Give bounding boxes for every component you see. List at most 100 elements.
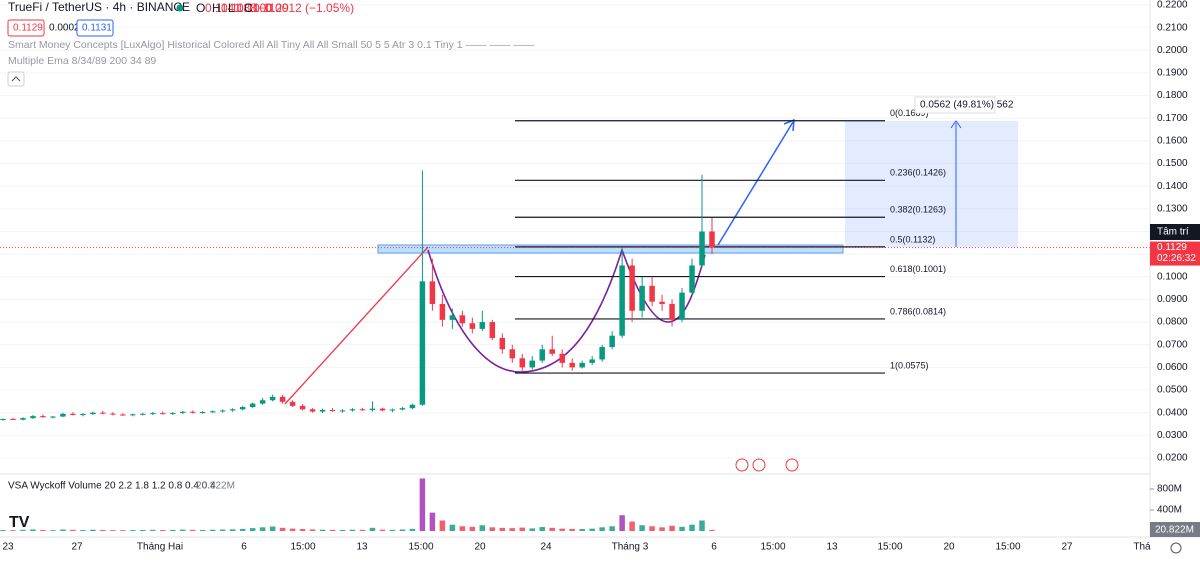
y-tick-label: 0.2200 bbox=[1157, 0, 1188, 11]
candle-body bbox=[659, 301, 665, 304]
volume-bar bbox=[279, 527, 286, 531]
volume-bar bbox=[539, 527, 545, 531]
candle-body bbox=[329, 409, 336, 411]
candle-body bbox=[539, 349, 545, 361]
candle-body bbox=[80, 414, 86, 416]
candle-body bbox=[519, 358, 526, 368]
volume-bar bbox=[309, 529, 316, 531]
volume-bar bbox=[100, 529, 106, 531]
x-tick-label: 15:00 bbox=[408, 542, 433, 553]
volume-bar bbox=[689, 524, 695, 531]
candle-body bbox=[389, 409, 396, 411]
fib-label: 1(0.0575) bbox=[890, 360, 929, 370]
ohlc-value: 0.1129 bbox=[253, 1, 289, 15]
candle-body bbox=[249, 403, 256, 408]
x-tick-label: 20 bbox=[474, 542, 486, 553]
volume-bar bbox=[649, 526, 655, 531]
measure-label: 0.0562 (49.81%) 562 bbox=[920, 100, 1014, 111]
sell-button[interactable] bbox=[7, 19, 45, 37]
x-tick-label: 15:00 bbox=[995, 542, 1020, 553]
candles: 0(0.1689) 0.236(0.1426) 0.382(0.1263) 0.5(0… bbox=[0, 108, 946, 531]
volume-bar bbox=[209, 529, 216, 531]
x-tick-label: 15:00 bbox=[290, 542, 315, 553]
candle-body bbox=[469, 323, 476, 329]
fib-label: 0.5(0.1132) bbox=[890, 234, 935, 244]
collapse-button[interactable] bbox=[7, 71, 25, 87]
volume-bar bbox=[40, 529, 46, 531]
buy-button[interactable] bbox=[76, 19, 114, 37]
candle-body bbox=[219, 410, 226, 412]
candle-body bbox=[170, 412, 176, 414]
settings-icon[interactable] bbox=[1170, 542, 1182, 554]
y-tick-label: 0.0300 bbox=[1157, 430, 1188, 441]
candle-body bbox=[150, 413, 156, 415]
candle-body bbox=[699, 231, 705, 266]
measure-label-box bbox=[914, 96, 996, 114]
volume-bar bbox=[709, 529, 715, 531]
event-icon[interactable] bbox=[785, 458, 799, 472]
candle-body bbox=[429, 281, 436, 304]
candle-body bbox=[120, 414, 126, 416]
price-badge bbox=[1150, 241, 1200, 266]
measure-arrowhead bbox=[950, 120, 962, 129]
volume-bar bbox=[619, 515, 625, 531]
volume-bar bbox=[679, 526, 685, 531]
candle-body bbox=[709, 231, 715, 248]
candle-body bbox=[259, 400, 266, 404]
volume-bar bbox=[269, 526, 276, 531]
candle-body bbox=[50, 416, 56, 418]
volume-bar bbox=[349, 529, 356, 531]
sell-price[interactable]: 0.1129 bbox=[13, 23, 43, 34]
buy-price[interactable]: 0.1131 bbox=[82, 23, 112, 34]
volume-bar bbox=[130, 530, 136, 531]
candle-body bbox=[639, 285, 645, 311]
x-tick-label: 6 bbox=[241, 542, 247, 553]
countdown: 02:26:32 bbox=[1157, 253, 1196, 264]
fib-label: 0.786(0.0814) bbox=[890, 306, 946, 316]
zone bbox=[377, 244, 844, 254]
fib-label: 0.236(0.1426) bbox=[890, 168, 946, 178]
logo: TV bbox=[9, 514, 30, 531]
y-tick-label: 0.1300 bbox=[1157, 203, 1188, 214]
y-tick-label: 0.0500 bbox=[1157, 385, 1188, 396]
candle-body bbox=[689, 265, 695, 293]
volume-bar bbox=[140, 529, 146, 531]
volume-bar bbox=[120, 530, 126, 531]
y-tick-label: 0.1900 bbox=[1157, 68, 1188, 79]
candle-body bbox=[10, 419, 16, 421]
candle-body bbox=[110, 413, 116, 415]
indicator-label: Multiple Ema 8/34/89 200 34 89 bbox=[8, 55, 156, 67]
candle-body bbox=[60, 413, 66, 417]
volume-bar bbox=[80, 530, 86, 531]
volume-bar bbox=[239, 528, 246, 531]
ohlc-value: 0.1188 bbox=[221, 1, 257, 15]
volume-bar bbox=[90, 529, 96, 531]
candle-body bbox=[599, 347, 605, 360]
event-icon[interactable] bbox=[752, 458, 766, 472]
y-tick-label: 0.2100 bbox=[1157, 22, 1188, 33]
candle-body bbox=[559, 353, 565, 363]
volume-bar bbox=[60, 529, 66, 531]
volume-bar bbox=[569, 528, 575, 531]
projection-arrow bbox=[717, 121, 794, 246]
y-tick-label: 0.0900 bbox=[1157, 294, 1188, 305]
candle-body bbox=[70, 413, 76, 415]
volume-bar bbox=[629, 521, 635, 531]
volume-bar bbox=[519, 527, 526, 531]
candle-body bbox=[409, 404, 416, 409]
volume-bar bbox=[419, 478, 426, 531]
y-tick-label: 0.0800 bbox=[1157, 317, 1188, 328]
volume-bar bbox=[499, 527, 506, 531]
volume-tick-label: 400M bbox=[1157, 505, 1182, 516]
ohlc-value: 0.1141 bbox=[205, 1, 241, 15]
candle-body bbox=[209, 411, 216, 413]
volume-bar bbox=[0, 530, 6, 531]
x-tick-label: 20 bbox=[943, 542, 955, 553]
volume-bar bbox=[599, 527, 605, 531]
candle-body bbox=[379, 408, 386, 411]
volume-current: 20.822M bbox=[196, 481, 235, 492]
volume-bar bbox=[180, 529, 186, 531]
y-tick-label: 0.1800 bbox=[1157, 90, 1188, 101]
candle-body bbox=[359, 409, 366, 411]
event-icon[interactable] bbox=[735, 458, 749, 472]
